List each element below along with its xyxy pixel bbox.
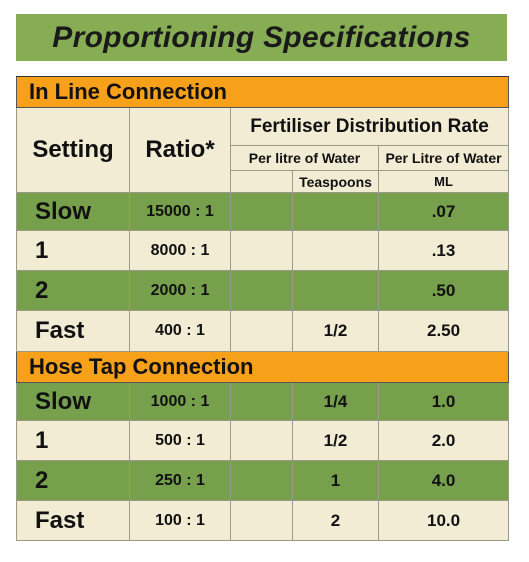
empty-cell xyxy=(230,460,293,501)
per-litre-water-ml-header: Per Litre of Water xyxy=(377,145,510,171)
table-row: Slow 1000 : 1 1/4 1.0 xyxy=(16,382,510,421)
setting-cell: Fast xyxy=(16,310,130,352)
title-banner: Proportioning Specifications xyxy=(16,14,507,61)
ml-cell: .13 xyxy=(377,230,510,271)
page-title: Proportioning Specifications xyxy=(52,20,471,54)
ratio-cell: 250 : 1 xyxy=(129,460,231,501)
ratio-cell: 400 : 1 xyxy=(129,310,231,352)
teaspoons-cell xyxy=(292,192,379,231)
ratio-cell: 8000 : 1 xyxy=(129,230,231,271)
empty-cell xyxy=(230,230,293,271)
table-row: 2 250 : 1 1 4.0 xyxy=(16,460,510,501)
empty-cell xyxy=(230,192,293,231)
setting-cell: Fast xyxy=(16,500,130,541)
section-title: In Line Connection xyxy=(15,76,510,108)
ratio-cell: 2000 : 1 xyxy=(129,270,231,311)
ml-cell: 4.0 xyxy=(377,460,510,501)
per-litre-water-header: Per litre of Water xyxy=(230,145,379,171)
ml-cell: 1.0 xyxy=(377,382,510,421)
ml-cell: 10.0 xyxy=(377,500,510,541)
ml-header: ML xyxy=(377,170,510,193)
teaspoons-cell: 1/4 xyxy=(292,382,379,421)
table-row: Slow 15000 : 1 .07 xyxy=(16,192,510,231)
section-header-hose-tap: Hose Tap Connection xyxy=(15,351,510,383)
setting-cell: 2 xyxy=(16,460,130,501)
table-row: 1 8000 : 1 .13 xyxy=(16,230,510,271)
empty-cell xyxy=(230,270,293,311)
empty-cell xyxy=(230,310,293,352)
teaspoons-cell: 1/2 xyxy=(292,310,379,352)
table-row: 1 500 : 1 1/2 2.0 xyxy=(16,420,510,461)
table-row: Fast 100 : 1 2 10.0 xyxy=(16,500,510,541)
ratio-header: Ratio* xyxy=(129,107,231,193)
teaspoons-header: Teaspoons xyxy=(292,170,379,193)
setting-cell: Slow xyxy=(16,382,130,421)
table-row: 2 2000 : 1 .50 xyxy=(16,270,510,311)
teaspoons-cell xyxy=(292,270,379,311)
ml-cell: 2.50 xyxy=(377,310,510,352)
distribution-rate-header: Fertiliser Distribution Rate xyxy=(229,107,510,146)
teaspoons-cell xyxy=(292,230,379,271)
ml-cell: .07 xyxy=(377,192,510,231)
empty-cell xyxy=(230,420,293,461)
ratio-cell: 1000 : 1 xyxy=(129,382,231,421)
teaspoons-cell: 1 xyxy=(292,460,379,501)
table-row: Fast 400 : 1 1/2 2.50 xyxy=(16,310,510,352)
setting-cell: 1 xyxy=(16,420,130,461)
ratio-cell: 100 : 1 xyxy=(129,500,231,541)
teaspoons-cell: 2 xyxy=(292,500,379,541)
proportioning-table: In Line Connection Setting Ratio* Fertil… xyxy=(15,76,510,541)
ratio-cell: 500 : 1 xyxy=(129,420,231,461)
ml-cell: .50 xyxy=(377,270,510,311)
teaspoons-cell: 1/2 xyxy=(292,420,379,461)
ml-cell: 2.0 xyxy=(377,420,510,461)
setting-header: Setting xyxy=(16,107,130,193)
setting-cell: Slow xyxy=(16,192,130,231)
empty-subheader xyxy=(230,170,293,193)
empty-cell xyxy=(230,382,293,421)
setting-cell: 2 xyxy=(16,270,130,311)
ratio-cell: 15000 : 1 xyxy=(129,192,231,231)
setting-cell: 1 xyxy=(16,230,130,271)
section-header-in-line: In Line Connection xyxy=(15,76,510,108)
empty-cell xyxy=(230,500,293,541)
section-title: Hose Tap Connection xyxy=(15,351,510,383)
